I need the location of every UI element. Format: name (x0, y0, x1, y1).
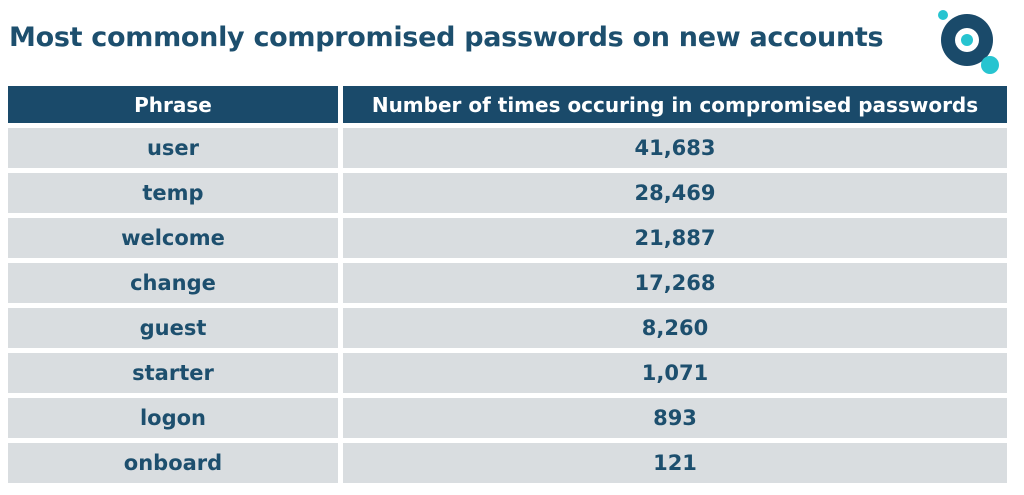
column-header-phrase: Phrase (8, 86, 338, 123)
table-row: logon 893 (8, 398, 1007, 438)
count-cell: 121 (343, 443, 1007, 483)
phrase-cell: temp (8, 173, 338, 213)
phrase-cell: guest (8, 308, 338, 348)
phrase-cell: logon (8, 398, 338, 438)
brand-logo-icon (938, 10, 999, 74)
table-row: onboard 121 (8, 443, 1007, 483)
phrase-cell: welcome (8, 218, 338, 258)
count-cell: 21,887 (343, 218, 1007, 258)
count-cell: 8,260 (343, 308, 1007, 348)
page-title: Most commonly compromised passwords on n… (9, 22, 884, 53)
table-row: welcome 21,887 (8, 218, 1007, 258)
table-row: temp 28,469 (8, 173, 1007, 213)
count-cell: 893 (343, 398, 1007, 438)
table-row: guest 8,260 (8, 308, 1007, 348)
phrase-cell: starter (8, 353, 338, 393)
table-row: starter 1,071 (8, 353, 1007, 393)
logo-small-dot (938, 10, 948, 20)
count-cell: 1,071 (343, 353, 1007, 393)
logo-center-dot (961, 34, 973, 46)
phrase-cell: onboard (8, 443, 338, 483)
count-cell: 28,469 (343, 173, 1007, 213)
phrase-cell: user (8, 128, 338, 168)
count-cell: 17,268 (343, 263, 1007, 303)
logo-large-dot (981, 56, 999, 74)
column-header-count: Number of times occuring in compromised … (343, 86, 1007, 123)
table-row: user 41,683 (8, 128, 1007, 168)
table-row: change 17,268 (8, 263, 1007, 303)
passwords-table: Phrase Number of times occuring in compr… (3, 81, 1012, 488)
table-header-row: Phrase Number of times occuring in compr… (8, 86, 1007, 123)
count-cell: 41,683 (343, 128, 1007, 168)
phrase-cell: change (8, 263, 338, 303)
